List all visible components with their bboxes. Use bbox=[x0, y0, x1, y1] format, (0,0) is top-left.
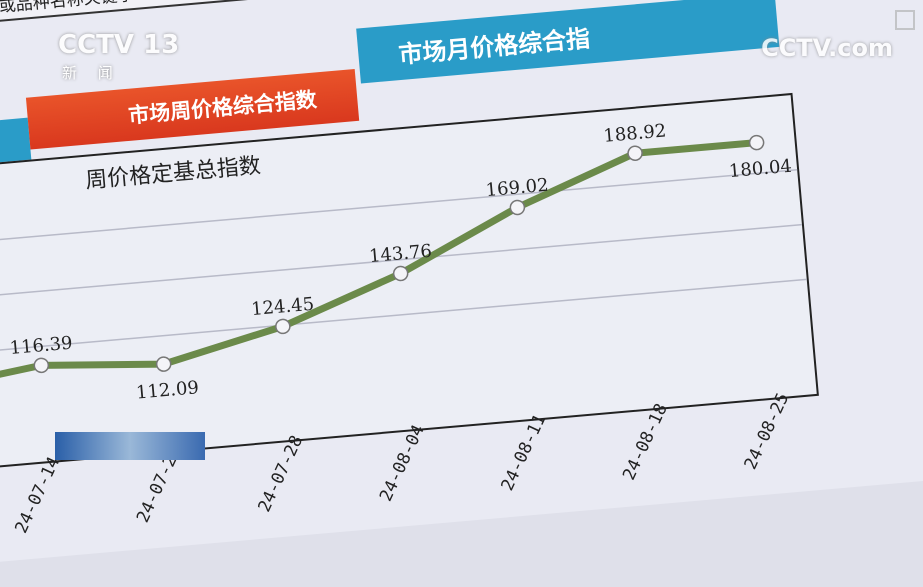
channel-name: 新 闻 bbox=[62, 64, 121, 82]
x-tick-label: 24-07-14 bbox=[11, 454, 64, 537]
chart-area: 周价格定基总指数 116.39 24-07-14 112.09 24-07-21 124… bbox=[0, 92, 819, 536]
data-label: 112.09 bbox=[135, 377, 200, 403]
x-tick-label: 24-08-04 bbox=[376, 422, 429, 505]
x-tick-label: 24-08-18 bbox=[619, 401, 672, 484]
data-point bbox=[155, 356, 172, 372]
data-point bbox=[509, 199, 526, 216]
cctv-com-logo: CCTV.com bbox=[761, 34, 893, 62]
data-point bbox=[275, 318, 291, 335]
data-label: 116.39 bbox=[9, 333, 74, 359]
search-input[interactable]: 称或品种名称关键字 bbox=[0, 0, 338, 27]
series-line bbox=[0, 139, 757, 382]
monitor-screen: 称或品种名称关键字 市场周价格综合指数 市场月价格综合指 周价格定基总指数 11… bbox=[0, 0, 819, 537]
data-point bbox=[748, 134, 765, 151]
x-tick-label: 24-08-11 bbox=[498, 411, 551, 494]
x-tick-label: 24-08-25 bbox=[741, 390, 794, 473]
cctv13-logo: CCTV 13 bbox=[58, 30, 180, 60]
tab-monthly-index[interactable]: 市场月价格综合指 bbox=[356, 0, 780, 84]
data-point bbox=[33, 357, 50, 374]
data-point bbox=[392, 265, 409, 282]
x-tick-label: 24-07-28 bbox=[255, 433, 308, 516]
data-label: 188.92 bbox=[603, 120, 668, 146]
fullscreen-icon bbox=[895, 10, 915, 30]
line-chart: 116.3924-07-14112.0924-07-21124.4524-07-… bbox=[0, 120, 807, 537]
gridline bbox=[0, 278, 807, 353]
video-thumbnail bbox=[55, 432, 205, 460]
data-point bbox=[627, 145, 643, 161]
data-label: 180.04 bbox=[728, 156, 793, 182]
gridline bbox=[0, 223, 803, 298]
gridline bbox=[0, 169, 798, 243]
